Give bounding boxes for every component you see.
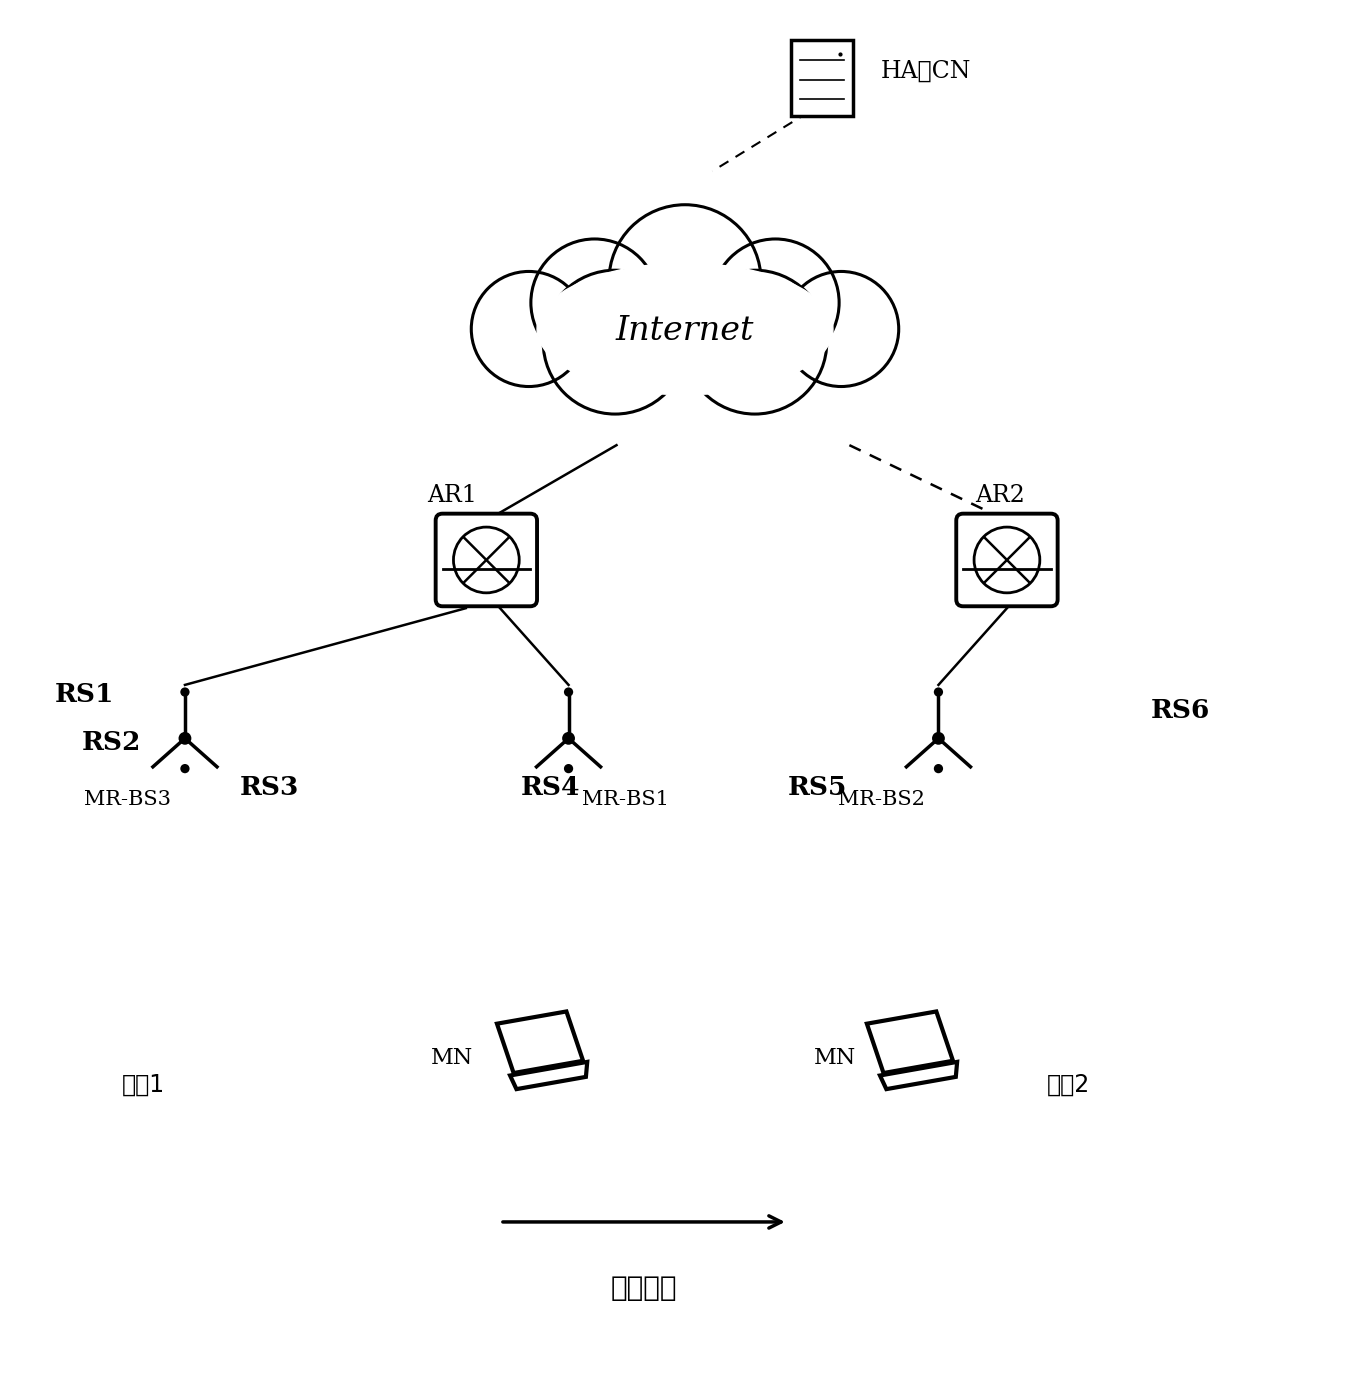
Text: 子网2: 子网2	[1047, 1072, 1091, 1097]
Text: MN: MN	[430, 1046, 473, 1068]
Text: MR-BS2: MR-BS2	[838, 790, 925, 810]
Text: RS6: RS6	[1151, 699, 1210, 724]
Circle shape	[564, 764, 573, 774]
Circle shape	[181, 688, 189, 697]
Text: 子网1: 子网1	[122, 1072, 166, 1097]
Circle shape	[934, 764, 943, 774]
FancyBboxPatch shape	[792, 40, 852, 115]
Text: MR-BS1: MR-BS1	[582, 790, 670, 810]
Text: AR1: AR1	[427, 483, 477, 507]
Polygon shape	[880, 1063, 958, 1089]
Circle shape	[530, 239, 659, 367]
Circle shape	[934, 688, 943, 697]
Text: MN: MN	[814, 1046, 856, 1068]
Circle shape	[178, 732, 192, 745]
Ellipse shape	[537, 264, 833, 394]
Circle shape	[684, 271, 827, 414]
Text: RS2: RS2	[82, 731, 141, 756]
Circle shape	[608, 204, 762, 357]
Polygon shape	[510, 1063, 588, 1089]
FancyBboxPatch shape	[436, 514, 537, 606]
Circle shape	[562, 732, 575, 745]
Text: Internet: Internet	[615, 315, 755, 347]
Circle shape	[471, 271, 586, 386]
Text: RS5: RS5	[788, 775, 847, 800]
Text: RS3: RS3	[240, 775, 299, 800]
Circle shape	[181, 764, 189, 774]
Circle shape	[932, 732, 945, 745]
Text: RS4: RS4	[521, 775, 580, 800]
Polygon shape	[867, 1011, 954, 1074]
Circle shape	[543, 271, 686, 414]
Text: MR-BS3: MR-BS3	[84, 790, 171, 810]
Text: RS1: RS1	[55, 682, 114, 707]
Text: HA、CN: HA、CN	[881, 60, 971, 83]
FancyBboxPatch shape	[956, 514, 1058, 606]
Circle shape	[564, 688, 573, 697]
Text: AR2: AR2	[975, 483, 1025, 507]
Polygon shape	[497, 1011, 584, 1074]
Circle shape	[784, 271, 899, 386]
Circle shape	[712, 239, 838, 367]
Text: 移动方向: 移动方向	[611, 1274, 677, 1301]
